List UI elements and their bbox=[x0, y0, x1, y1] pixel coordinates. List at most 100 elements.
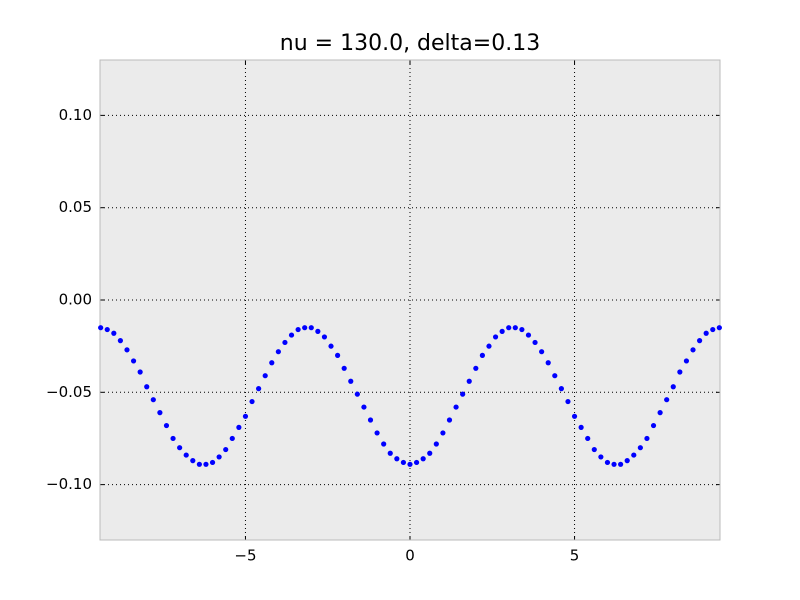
data-point bbox=[236, 424, 242, 430]
data-point bbox=[466, 378, 472, 384]
data-point bbox=[223, 446, 229, 453]
x-tick-label: −5 bbox=[234, 547, 256, 565]
data-point bbox=[381, 441, 387, 447]
data-point bbox=[525, 332, 532, 338]
data-point bbox=[413, 459, 420, 466]
data-point bbox=[624, 458, 630, 464]
data-point bbox=[506, 325, 512, 331]
data-point bbox=[664, 397, 670, 403]
data-point bbox=[183, 452, 189, 458]
data-point bbox=[716, 325, 722, 331]
data-point bbox=[328, 343, 334, 349]
x-tick-label: 5 bbox=[570, 547, 580, 565]
data-point bbox=[262, 373, 268, 379]
y-tick-label: −0.10 bbox=[46, 475, 92, 493]
data-point bbox=[288, 332, 295, 338]
y-tick-label: 0.00 bbox=[59, 291, 92, 309]
data-point bbox=[696, 338, 703, 344]
chart-title: nu = 130.0, delta=0.13 bbox=[280, 31, 540, 56]
data-point bbox=[446, 417, 453, 423]
data-point bbox=[683, 358, 690, 364]
data-point bbox=[532, 339, 538, 346]
data-point bbox=[552, 373, 558, 379]
data-point bbox=[170, 435, 176, 442]
data-point bbox=[354, 391, 360, 397]
data-point bbox=[440, 430, 446, 436]
data-point bbox=[400, 459, 407, 466]
data-point bbox=[631, 452, 637, 458]
data-point bbox=[618, 461, 624, 467]
data-point bbox=[690, 347, 696, 353]
data-point bbox=[361, 404, 367, 410]
data-point bbox=[209, 459, 216, 466]
data-point bbox=[157, 410, 163, 416]
data-point bbox=[196, 461, 202, 467]
data-point bbox=[295, 326, 301, 333]
data-point bbox=[611, 461, 617, 467]
data-point bbox=[387, 450, 393, 456]
data-point bbox=[703, 330, 709, 336]
data-point bbox=[348, 378, 354, 384]
data-point bbox=[269, 360, 275, 366]
data-point bbox=[341, 365, 347, 371]
data-point bbox=[637, 445, 643, 451]
data-point bbox=[104, 326, 110, 333]
data-point bbox=[130, 358, 137, 364]
data-point bbox=[492, 334, 499, 340]
data-point bbox=[650, 422, 657, 429]
data-point bbox=[644, 435, 650, 442]
data-point bbox=[256, 386, 262, 392]
data-point bbox=[315, 328, 321, 334]
data-point bbox=[282, 339, 288, 346]
data-point bbox=[163, 422, 170, 429]
data-point bbox=[565, 398, 571, 405]
data-point bbox=[519, 326, 525, 333]
data-point bbox=[190, 458, 196, 464]
data-point bbox=[407, 461, 413, 467]
y-tick-label: 0.05 bbox=[59, 198, 92, 216]
data-point bbox=[558, 386, 564, 392]
data-point bbox=[394, 456, 400, 462]
data-point bbox=[479, 352, 485, 358]
y-tick-label: 0.10 bbox=[59, 106, 92, 124]
data-point bbox=[275, 349, 281, 355]
data-point bbox=[216, 454, 222, 460]
data-point bbox=[308, 325, 314, 331]
data-point bbox=[321, 334, 328, 340]
data-point bbox=[249, 398, 255, 405]
data-point bbox=[433, 441, 439, 447]
data-point bbox=[710, 326, 716, 333]
data-point bbox=[499, 328, 505, 334]
data-point bbox=[578, 424, 584, 430]
data-point bbox=[117, 338, 124, 344]
data-point bbox=[144, 384, 150, 390]
y-tick-label: −0.05 bbox=[46, 383, 92, 401]
data-point bbox=[203, 461, 209, 467]
data-point bbox=[124, 347, 130, 353]
data-point bbox=[453, 404, 459, 410]
data-point bbox=[473, 365, 479, 371]
data-point bbox=[539, 349, 545, 355]
data-point bbox=[670, 384, 676, 390]
data-point bbox=[677, 369, 683, 375]
data-point bbox=[242, 413, 249, 419]
data-point bbox=[486, 343, 492, 349]
data-point bbox=[98, 325, 104, 331]
data-point bbox=[591, 446, 597, 453]
data-point bbox=[137, 369, 143, 375]
data-point bbox=[335, 352, 341, 358]
data-point bbox=[512, 325, 518, 331]
data-point bbox=[150, 397, 156, 403]
data-point bbox=[177, 445, 183, 451]
data-point bbox=[604, 459, 611, 466]
data-point bbox=[571, 413, 578, 419]
data-point bbox=[427, 450, 433, 456]
data-point bbox=[545, 360, 551, 366]
data-point bbox=[585, 435, 591, 442]
data-point bbox=[111, 330, 117, 336]
data-point bbox=[367, 417, 374, 423]
x-tick-label: 0 bbox=[405, 547, 415, 565]
data-point bbox=[657, 410, 663, 416]
data-point bbox=[229, 435, 235, 442]
